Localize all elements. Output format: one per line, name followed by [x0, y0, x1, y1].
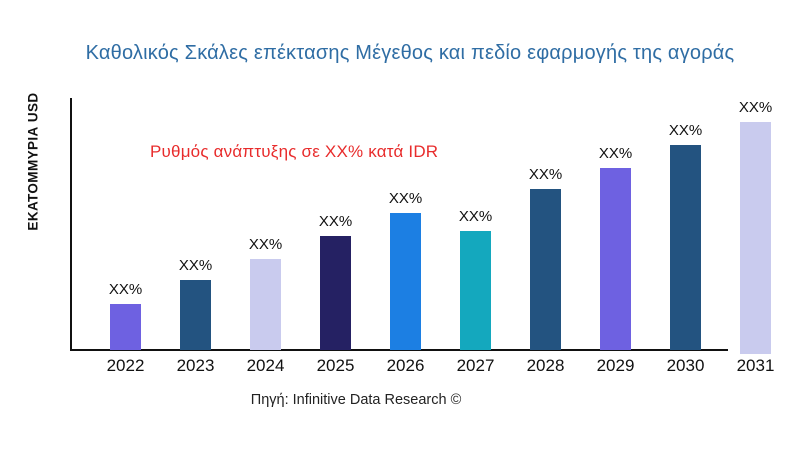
bar-2028 — [530, 189, 561, 350]
bar-2029 — [600, 168, 631, 350]
x-tick-label-2029: 2029 — [596, 356, 635, 375]
x-tick-label-2022: 2022 — [106, 356, 145, 375]
bar-2022 — [110, 304, 141, 350]
x-tick-label-2024: 2024 — [246, 356, 285, 375]
bar-2027 — [460, 231, 491, 350]
bar-value-label-2025: XX% — [318, 213, 353, 230]
x-axis-line — [70, 349, 728, 351]
growth-rate-annotation: Ρυθμός ανάπτυξης σε XX% κατά IDR — [150, 142, 439, 161]
bar-value-label-2023: XX% — [178, 257, 213, 274]
x-tick-label-2027: 2027 — [456, 356, 495, 375]
bar-value-label-2026: XX% — [388, 190, 423, 207]
x-tick-label-2028: 2028 — [526, 356, 565, 375]
x-tick-label-2023: 2023 — [176, 356, 215, 375]
bar-2031 — [740, 122, 771, 354]
bar-2030 — [670, 145, 701, 350]
bar-value-label-2029: XX% — [598, 145, 633, 162]
bar-2023 — [180, 280, 211, 350]
bar-value-label-2027: XX% — [458, 208, 493, 225]
chart-title: Καθολικός Σκάλες επέκτασης Μέγεθος και π… — [85, 42, 735, 64]
source-caption: Πηγή: Infinitive Data Research © — [250, 392, 462, 408]
bar-value-label-2028: XX% — [528, 166, 563, 183]
bar-2024 — [250, 259, 281, 350]
x-tick-label-2031: 2031 — [736, 356, 775, 375]
bar-2026 — [390, 213, 421, 350]
bar-value-label-2024: XX% — [248, 236, 283, 253]
y-axis-line — [70, 98, 72, 351]
bar-value-label-2031: XX% — [738, 99, 773, 116]
x-tick-label-2026: 2026 — [386, 356, 425, 375]
bar-value-label-2030: XX% — [668, 122, 703, 139]
x-tick-label-2025: 2025 — [316, 356, 355, 375]
x-tick-label-2030: 2030 — [666, 356, 705, 375]
y-axis-label: ΕΚΑΤΟΜΜΥΡΙΑ USD — [25, 92, 41, 231]
bar-value-label-2022: XX% — [108, 281, 143, 298]
bar-2025 — [320, 236, 351, 350]
